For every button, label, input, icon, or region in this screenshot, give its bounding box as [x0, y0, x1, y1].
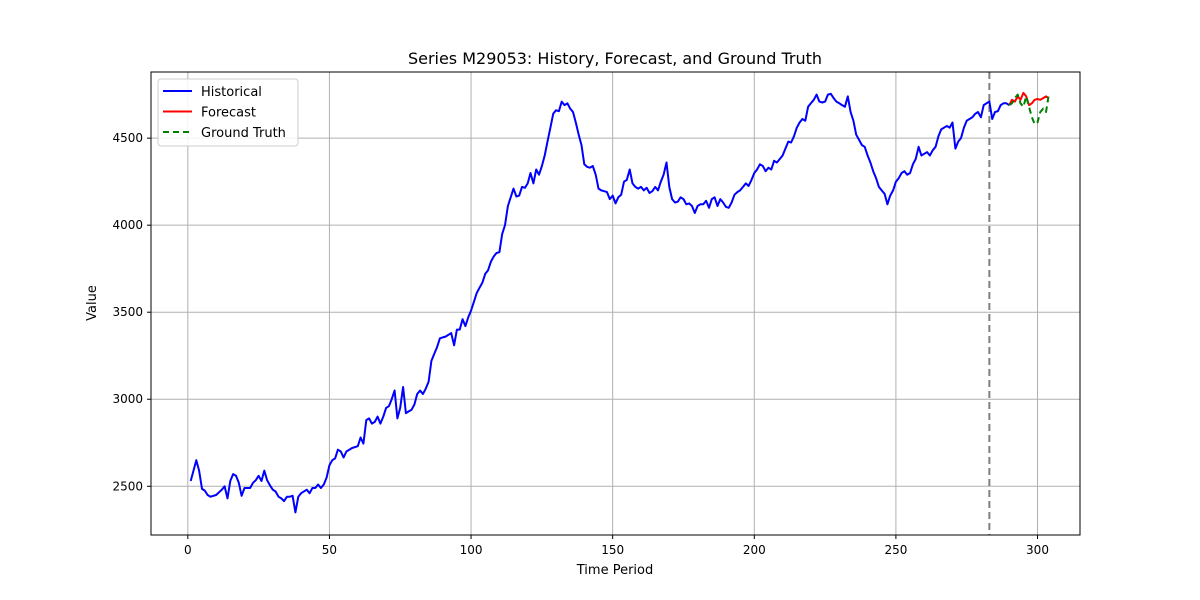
legend-label: Ground Truth — [201, 126, 286, 141]
y-tick-label: 2500 — [112, 479, 143, 493]
y-tick-label: 4000 — [112, 218, 143, 232]
legend-box — [157, 78, 299, 147]
x-tick-label: 50 — [322, 543, 337, 557]
y-axis-label: Value — [85, 285, 100, 321]
chart-title: Series M29053: History, Forecast, and Gr… — [408, 49, 822, 68]
x-axis-ticks: 0 50 100 150 200 250 300 — [184, 535, 1049, 557]
legend: Historical Forecast Ground Truth — [157, 78, 299, 147]
legend-label: Forecast — [201, 106, 256, 121]
x-tick-label: 250 — [884, 543, 907, 557]
series-line-forecast — [1008, 91, 1050, 107]
y-tick-label: 4500 — [112, 131, 143, 145]
series-line-historical — [189, 92, 1010, 514]
x-tick-label: 100 — [460, 543, 483, 557]
y-axis-ticks: 2500 3000 3500 4000 4500 — [112, 131, 151, 493]
plot-frame — [150, 71, 1081, 536]
x-axis-label: Time Period — [576, 563, 653, 578]
y-tick-label: 3500 — [112, 305, 143, 319]
series-line-ground-truth — [1008, 93, 1050, 126]
x-tick-label: 300 — [1026, 543, 1049, 557]
x-tick-label: 150 — [601, 543, 624, 557]
y-tick-label: 3000 — [112, 392, 143, 406]
plot-lines — [189, 72, 1050, 535]
grid-lines — [151, 72, 1080, 535]
legend-label: Historical — [201, 85, 262, 100]
x-tick-label: 0 — [184, 543, 192, 557]
x-tick-label: 200 — [743, 543, 766, 557]
